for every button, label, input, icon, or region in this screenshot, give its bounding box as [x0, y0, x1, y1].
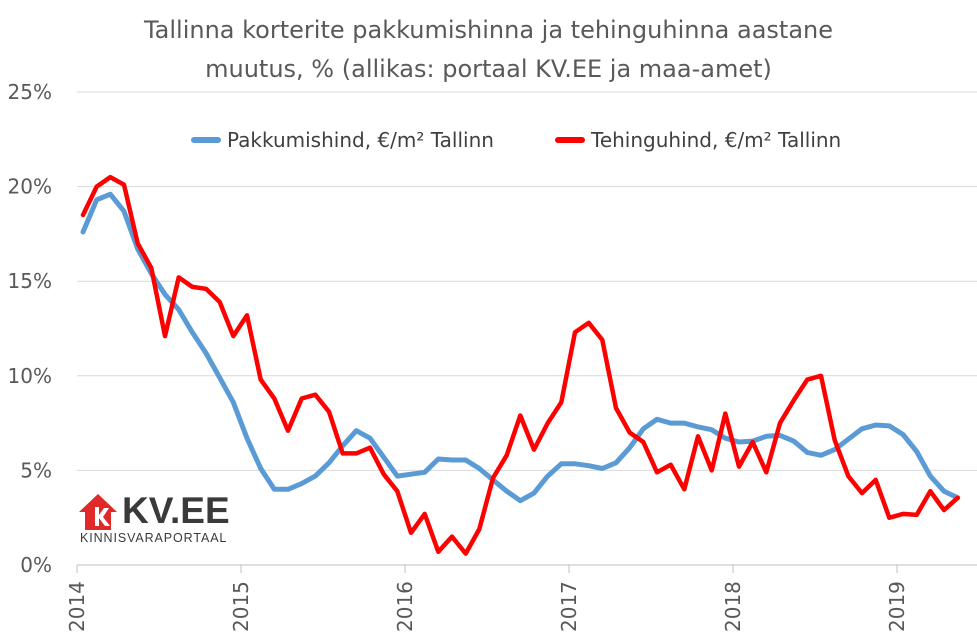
logo-tagline: KINNISVARAPORTAAL: [80, 531, 228, 545]
x-tick-label: 2014: [65, 581, 89, 632]
x-tick-label: 2018: [721, 581, 745, 632]
x-tick-label: 2017: [557, 581, 581, 632]
chart-title-line-2: muutus, % (allikas: portaal KV.EE ja maa…: [205, 55, 772, 83]
legend-item-pakkumishind: Pakkumishind, €/m² Tallinn: [191, 124, 494, 156]
legend-label-tehinguhind: Tehinguhind, €/m² Tallinn: [591, 128, 842, 152]
series-line-pakkumishind: [80, 191, 961, 504]
chart-legend: Pakkumishind, €/m² Tallinn Tehinguhind, …: [0, 124, 977, 156]
y-tick-label: 15%: [8, 269, 52, 293]
y-tick-label: 10%: [8, 364, 52, 388]
y-tick-label: 25%: [8, 80, 52, 104]
legend-label-pakkumishind: Pakkumishind, €/m² Tallinn: [227, 128, 494, 152]
y-tick-label: 5%: [20, 458, 52, 482]
y-tick-label: 0%: [20, 553, 52, 577]
house-icon: [79, 494, 117, 530]
x-tick-label: 2019: [885, 581, 909, 632]
series-line-tehinguhind: [80, 174, 960, 556]
legend-swatch-pakkumishind: [191, 137, 221, 143]
y-tick-label: 20%: [8, 175, 52, 199]
legend-swatch-tehinguhind: [555, 137, 585, 143]
x-tick-label: 2016: [393, 581, 417, 632]
x-tick-label: 2015: [229, 581, 253, 632]
kv-ee-logo: KV.EE KINNISVARAPORTAAL: [78, 490, 258, 552]
chart-title-line-1: Tallinna korterite pakkumishinna ja tehi…: [143, 16, 834, 44]
logo-wordmark: KV.EE: [122, 490, 230, 531]
legend-item-tehinguhind: Tehinguhind, €/m² Tallinn: [555, 124, 841, 156]
